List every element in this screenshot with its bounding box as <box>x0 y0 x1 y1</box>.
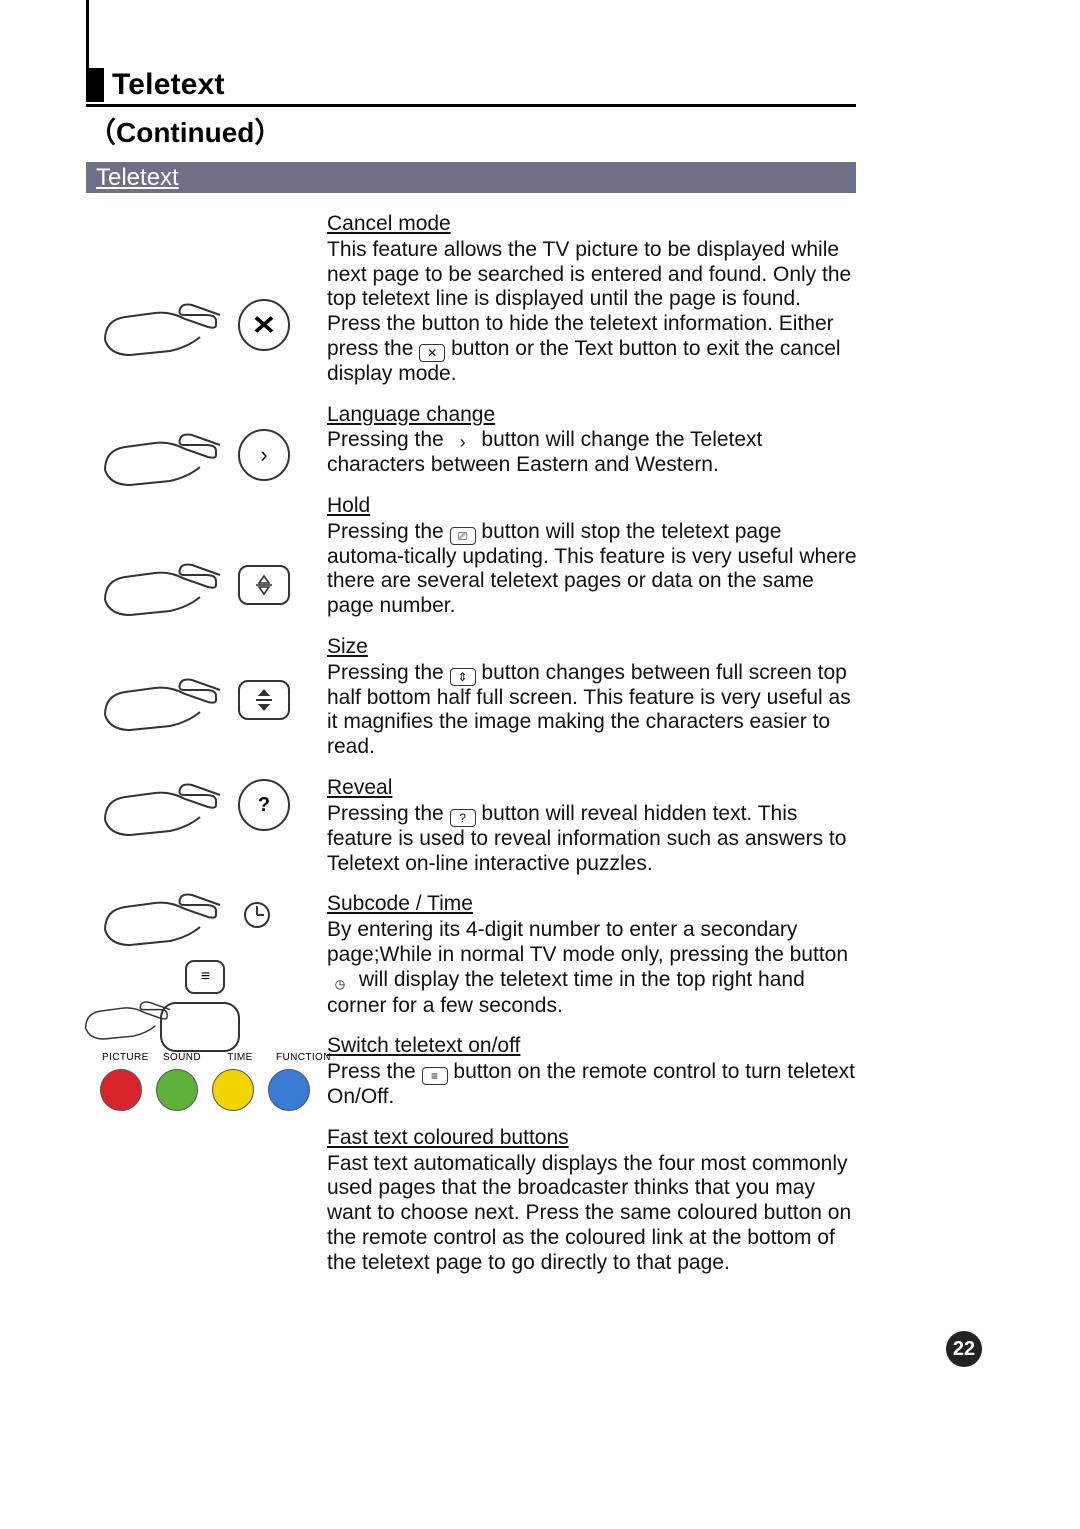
feature-body: By entering its 4-digit number to enter … <box>327 918 848 966</box>
hold-button-icon <box>238 565 290 605</box>
clock-icon <box>244 902 270 928</box>
illustration-column: ✕ › <box>100 260 310 1070</box>
teletext-icon: ≡ <box>201 968 209 986</box>
feature-text-column: Cancel mode This feature allows the TV p… <box>327 212 857 1292</box>
hand-press-time <box>100 860 310 970</box>
clock-icon: ◷ <box>327 976 353 994</box>
feature-title: Hold <box>327 494 857 519</box>
teletext-icon: ≡ <box>422 1067 448 1085</box>
cb-label-time: TIME <box>218 1052 262 1063</box>
color-buttons-group: PICTURE SOUND TIME FUNCTION <box>100 1052 320 1111</box>
feature-title: Cancel mode <box>327 212 857 237</box>
size-icon: ⇕ <box>450 668 476 686</box>
feature-subcode: Subcode / Time By entering its 4-digit n… <box>327 892 857 1018</box>
feature-title: Reveal <box>327 776 857 801</box>
manual-page: Teletext （Continued） Teletext ✕ › <box>0 0 1080 1529</box>
hand-icon <box>100 660 250 740</box>
feature-title: Fast text coloured buttons <box>327 1126 857 1151</box>
title-accent-bar <box>86 68 104 102</box>
hand-press-cancel: ✕ <box>100 260 310 390</box>
size-button-icon <box>238 680 290 720</box>
section-heading: Teletext <box>86 162 856 193</box>
cancel-icon: ✕ <box>251 310 276 341</box>
cancel-icon: ✕ <box>419 344 445 362</box>
cb-label-function: FUNCTION <box>276 1052 320 1063</box>
feature-body: Fast text automatically displays the fou… <box>327 1152 851 1274</box>
reveal-icon: ? <box>450 809 476 827</box>
feature-body: Pressing the <box>327 802 450 825</box>
cb-label-sound: SOUND <box>160 1052 204 1063</box>
feature-body: Press the <box>327 1060 422 1083</box>
hand-press-hold <box>100 520 310 650</box>
hand-icon <box>100 545 250 625</box>
feature-title: Subcode / Time <box>327 892 857 917</box>
hand-press-size <box>100 650 310 750</box>
feature-reveal: Reveal Pressing the ? button will reveal… <box>327 776 857 876</box>
cb-label-picture: PICTURE <box>102 1052 146 1063</box>
hand-icon <box>100 875 250 955</box>
feature-language: Language change Pressing the › button wi… <box>327 403 857 478</box>
feature-title: Size <box>327 635 857 660</box>
hold-icon: ⎚ <box>450 527 476 545</box>
blue-button-icon <box>268 1069 310 1111</box>
reveal-icon: ? <box>258 794 270 817</box>
feature-cancel: Cancel mode This feature allows the TV p… <box>327 212 857 387</box>
hand-icon <box>82 982 192 1052</box>
feature-title: Language change <box>327 403 857 428</box>
feature-switch: Switch teletext on/off Press the ≡ butto… <box>327 1034 857 1110</box>
page-header: Teletext （Continued） <box>86 68 856 151</box>
green-button-icon <box>156 1069 198 1111</box>
red-button-icon <box>100 1069 142 1111</box>
size-icon <box>254 687 274 713</box>
hold-icon <box>250 573 278 597</box>
hand-icon <box>100 765 250 845</box>
feature-body: Pressing the <box>327 520 450 543</box>
feature-size: Size Pressing the ⇕ button changes betwe… <box>327 635 857 760</box>
reveal-button-icon: ? <box>238 779 290 831</box>
hand-press-language: › <box>100 390 310 520</box>
yellow-button-icon <box>212 1069 254 1111</box>
cancel-button-icon: ✕ <box>238 299 290 351</box>
feature-title: Switch teletext on/off <box>327 1034 857 1059</box>
feature-body: Pressing the <box>327 661 450 684</box>
feature-fasttext: Fast text coloured buttons Fast text aut… <box>327 1126 857 1276</box>
chevron-right-icon: › <box>260 442 267 468</box>
clock-button-icon <box>244 902 270 928</box>
page-subtitle: （Continued） <box>86 111 856 151</box>
hand-icon <box>100 415 250 495</box>
title-rule <box>86 104 856 107</box>
feature-hold: Hold Pressing the ⎚ button will stop the… <box>327 494 857 619</box>
page-number-badge: 22 <box>946 1331 982 1367</box>
feature-body: Pressing the <box>327 428 450 451</box>
feature-body-tail: will display the teletext time in the to… <box>327 968 805 1017</box>
language-button-icon: › <box>238 429 290 481</box>
page-title: Teletext <box>112 68 225 102</box>
hand-icon <box>100 285 250 365</box>
hand-press-reveal: ? <box>100 750 310 860</box>
chevron-right-icon: › <box>450 434 476 452</box>
